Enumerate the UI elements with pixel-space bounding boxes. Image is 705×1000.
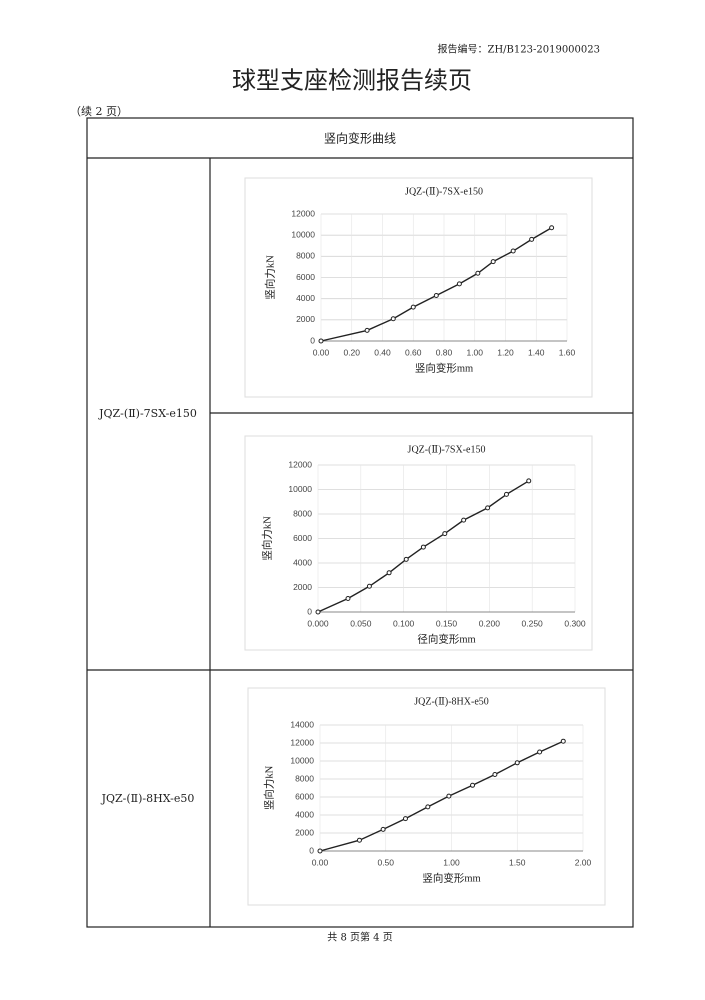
data-point: [315, 609, 321, 615]
data-point: [403, 556, 409, 562]
y-tick-label: 2000: [293, 582, 312, 592]
table-frame: [86, 117, 634, 928]
data-point: [380, 826, 386, 832]
y-axis-label: 竖向力kN: [262, 765, 275, 810]
y-tick-label: 8000: [296, 251, 315, 261]
x-axis-label: 竖向变形mm: [422, 871, 480, 884]
page-title: 球型支座检测报告续页: [232, 67, 472, 95]
x-tick-label: 1.40: [528, 347, 545, 357]
x-tick-label: 0.00: [312, 857, 329, 867]
x-tick-label: 0.150: [436, 618, 458, 628]
y-tick-label: 12000: [288, 459, 312, 469]
chart-title: JQZ-(Ⅱ)-7SX-e150: [408, 444, 486, 455]
y-axis-label: 竖向力kN: [260, 516, 273, 561]
data-point: [410, 304, 416, 310]
y-tick-label: 4000: [293, 557, 312, 567]
data-point: [420, 544, 426, 550]
y-tick-label: 0: [307, 606, 312, 616]
data-point: [456, 281, 462, 287]
y-tick-label: 4000: [295, 809, 314, 819]
x-tick-label: 0.200: [479, 618, 501, 628]
x-tick-label: 0.050: [350, 618, 372, 628]
data-point: [492, 772, 498, 777]
y-tick-label: 8000: [295, 773, 314, 783]
y-tick-label: 0: [310, 335, 315, 345]
row-label: JQZ-(Ⅱ)-7SX-e150: [98, 407, 197, 420]
x-tick-label: 1.60: [559, 347, 576, 357]
y-tick-label: 12000: [290, 737, 314, 747]
x-tick-label: 1.00: [443, 857, 460, 867]
data-point: [549, 225, 555, 231]
page-footer: 共 8 页第 4 页: [327, 931, 392, 944]
y-tick-label: 0: [309, 845, 314, 855]
x-tick-label: 0.300: [564, 618, 586, 628]
x-tick-label: 0.250: [522, 618, 544, 628]
x-tick-label: 0.000: [307, 618, 329, 628]
data-point: [425, 804, 431, 810]
y-tick-label: 6000: [296, 272, 315, 282]
data-point: [510, 248, 516, 254]
y-tick-label: 12000: [291, 208, 315, 218]
chart-title: JQZ-(Ⅱ)-8HX-e50: [414, 696, 489, 707]
data-point: [317, 848, 323, 854]
data-point: [529, 236, 535, 242]
data-point: [461, 517, 467, 523]
data-point: [475, 270, 481, 276]
row-label: JQZ-(Ⅱ)-8HX-e50: [101, 792, 195, 805]
y-tick-label: 6000: [293, 533, 312, 543]
y-tick-label: 8000: [293, 508, 312, 518]
data-point: [560, 738, 566, 744]
x-tick-label: 0.00: [313, 347, 330, 357]
data-point: [364, 327, 370, 333]
data-point: [402, 816, 408, 822]
y-tick-label: 10000: [290, 755, 314, 765]
y-tick-label: 2000: [296, 314, 315, 324]
y-tick-label: 10000: [291, 229, 315, 239]
x-tick-label: 2.00: [575, 857, 592, 867]
data-point: [490, 259, 496, 265]
report-number: 报告编号：ZH/B123-2019000023: [438, 43, 600, 56]
chart-area: [244, 177, 593, 398]
y-tick-label: 14000: [290, 719, 314, 729]
data-point: [386, 570, 392, 576]
x-tick-label: 0.60: [405, 347, 422, 357]
data-point: [356, 837, 362, 843]
x-tick-label: 0.80: [436, 347, 453, 357]
x-axis-label: 径向变形mm: [417, 632, 475, 645]
table-heading: 竖向变形曲线: [324, 131, 396, 146]
x-tick-label: 1.20: [497, 347, 514, 357]
x-tick-label: 0.20: [343, 347, 360, 357]
data-point: [390, 316, 396, 322]
data-point: [537, 749, 543, 755]
data-point: [470, 782, 476, 788]
data-point: [485, 505, 491, 511]
x-tick-label: 0.50: [377, 857, 394, 867]
x-tick-label: 0.40: [374, 347, 391, 357]
data-point: [514, 760, 520, 766]
x-tick-label: 0.100: [393, 618, 415, 628]
data-point: [345, 596, 351, 602]
data-point: [433, 292, 439, 298]
data-point: [366, 583, 372, 589]
data-point: [503, 491, 509, 497]
x-tick-label: 1.00: [466, 347, 483, 357]
x-axis-label: 竖向变形mm: [415, 361, 473, 374]
y-tick-label: 2000: [295, 827, 314, 837]
y-tick-label: 6000: [295, 791, 314, 801]
y-tick-label: 4000: [296, 293, 315, 303]
chart-area: [244, 435, 593, 651]
continued-note: （续 2 页）: [70, 104, 128, 118]
y-axis-label: 竖向力kN: [263, 255, 276, 300]
data-point: [526, 478, 532, 484]
data-point: [318, 338, 324, 344]
data-point: [442, 531, 448, 537]
chart-title: JQZ-(Ⅱ)-7SX-e150: [405, 186, 483, 197]
chart-area: [247, 687, 606, 906]
x-tick-label: 1.50: [509, 857, 526, 867]
y-tick-label: 10000: [288, 484, 312, 494]
data-point: [446, 793, 452, 799]
